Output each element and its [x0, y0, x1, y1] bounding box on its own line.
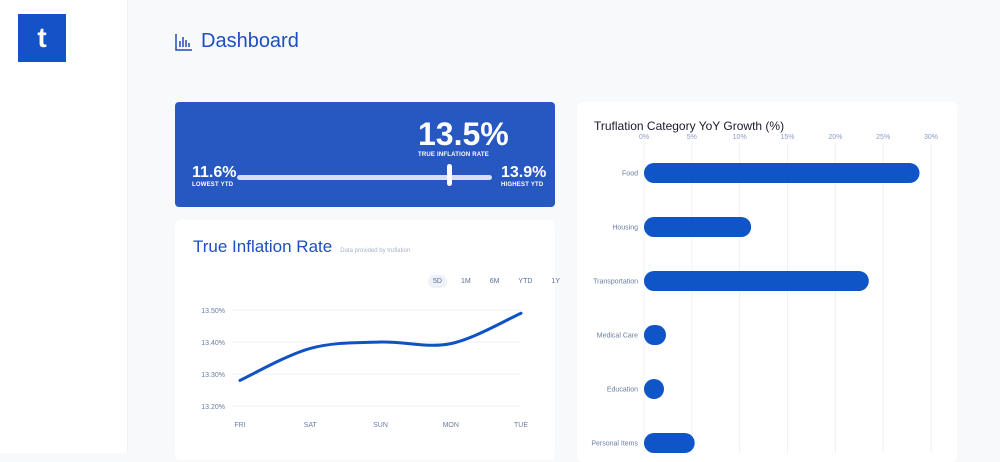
category-label: Medical Care: [597, 333, 638, 340]
x-tick-label: MON: [443, 422, 459, 429]
current-rate-marker: [446, 164, 452, 186]
range-selector: 5D 1M 6M YTD 1Y: [428, 275, 565, 288]
category-label: Food: [622, 171, 638, 178]
x-tick-label: TUE: [514, 422, 528, 429]
x-tick-label: 0%: [639, 134, 649, 141]
range-6m[interactable]: 6M: [489, 278, 500, 285]
category-bar: [644, 433, 695, 453]
logo-letter: t: [37, 22, 47, 53]
range-5d[interactable]: 5D: [428, 275, 447, 288]
logo[interactable]: t: [18, 14, 66, 62]
page-header: Dashboard: [175, 30, 299, 53]
x-tick-label: 20%: [828, 134, 842, 141]
line-chart-title: True Inflation Rate: [193, 237, 333, 256]
range-track: [237, 175, 492, 180]
x-tick-label: 25%: [876, 134, 890, 141]
current-rate-label: TRUE INFLATION RATE: [418, 152, 489, 158]
range-1y[interactable]: 1Y: [551, 278, 560, 285]
x-tick-label: SAT: [304, 422, 318, 429]
sidebar: t: [0, 0, 128, 453]
category-label: Housing: [612, 225, 638, 232]
true-inflation-summary-card: 13.5% TRUE INFLATION RATE 11.6% LOWEST Y…: [175, 102, 555, 207]
category-bar: [644, 271, 869, 291]
true-inflation-rate-card: True Inflation Rate Data provided by tru…: [175, 220, 560, 460]
category-bar: [644, 379, 664, 399]
x-tick-label: SUN: [373, 422, 388, 429]
category-label: Personal Items: [591, 441, 638, 448]
highest-ytd-value: 13.9%: [501, 164, 547, 181]
highest-ytd-label: HIGHEST YTD: [501, 182, 544, 188]
bar-chart-icon: [175, 33, 192, 51]
inflation-line: [238, 311, 523, 382]
bar-chart-title: Truflation Category YoY Growth (%): [594, 119, 785, 133]
y-tick-label: 13.20%: [201, 404, 225, 411]
category-bar: [644, 163, 920, 183]
current-rate: 13.5%: [418, 116, 509, 152]
category-bar: [644, 325, 667, 345]
y-tick-label: 13.30%: [201, 372, 225, 379]
line-chart-subtitle: Data provided by truflation: [340, 248, 411, 254]
lowest-ytd-label: LOWEST YTD: [192, 182, 234, 188]
y-tick-label: 13.50%: [201, 308, 225, 315]
range-1m[interactable]: 1M: [460, 278, 471, 285]
x-tick-label: 5%: [687, 134, 697, 141]
lowest-ytd-value: 11.6%: [192, 164, 237, 181]
y-tick-label: 13.40%: [201, 340, 225, 347]
page-title: Dashboard: [201, 30, 299, 52]
category-bar: [644, 217, 752, 237]
category-label: Transportation: [593, 279, 638, 286]
x-tick-label: FRI: [234, 422, 245, 429]
x-tick-label: 15%: [780, 134, 794, 141]
category-label: Education: [607, 387, 638, 394]
range-ytd[interactable]: YTD: [518, 278, 533, 285]
x-tick-label: 30%: [924, 134, 938, 141]
x-tick-label: 10%: [733, 134, 747, 141]
